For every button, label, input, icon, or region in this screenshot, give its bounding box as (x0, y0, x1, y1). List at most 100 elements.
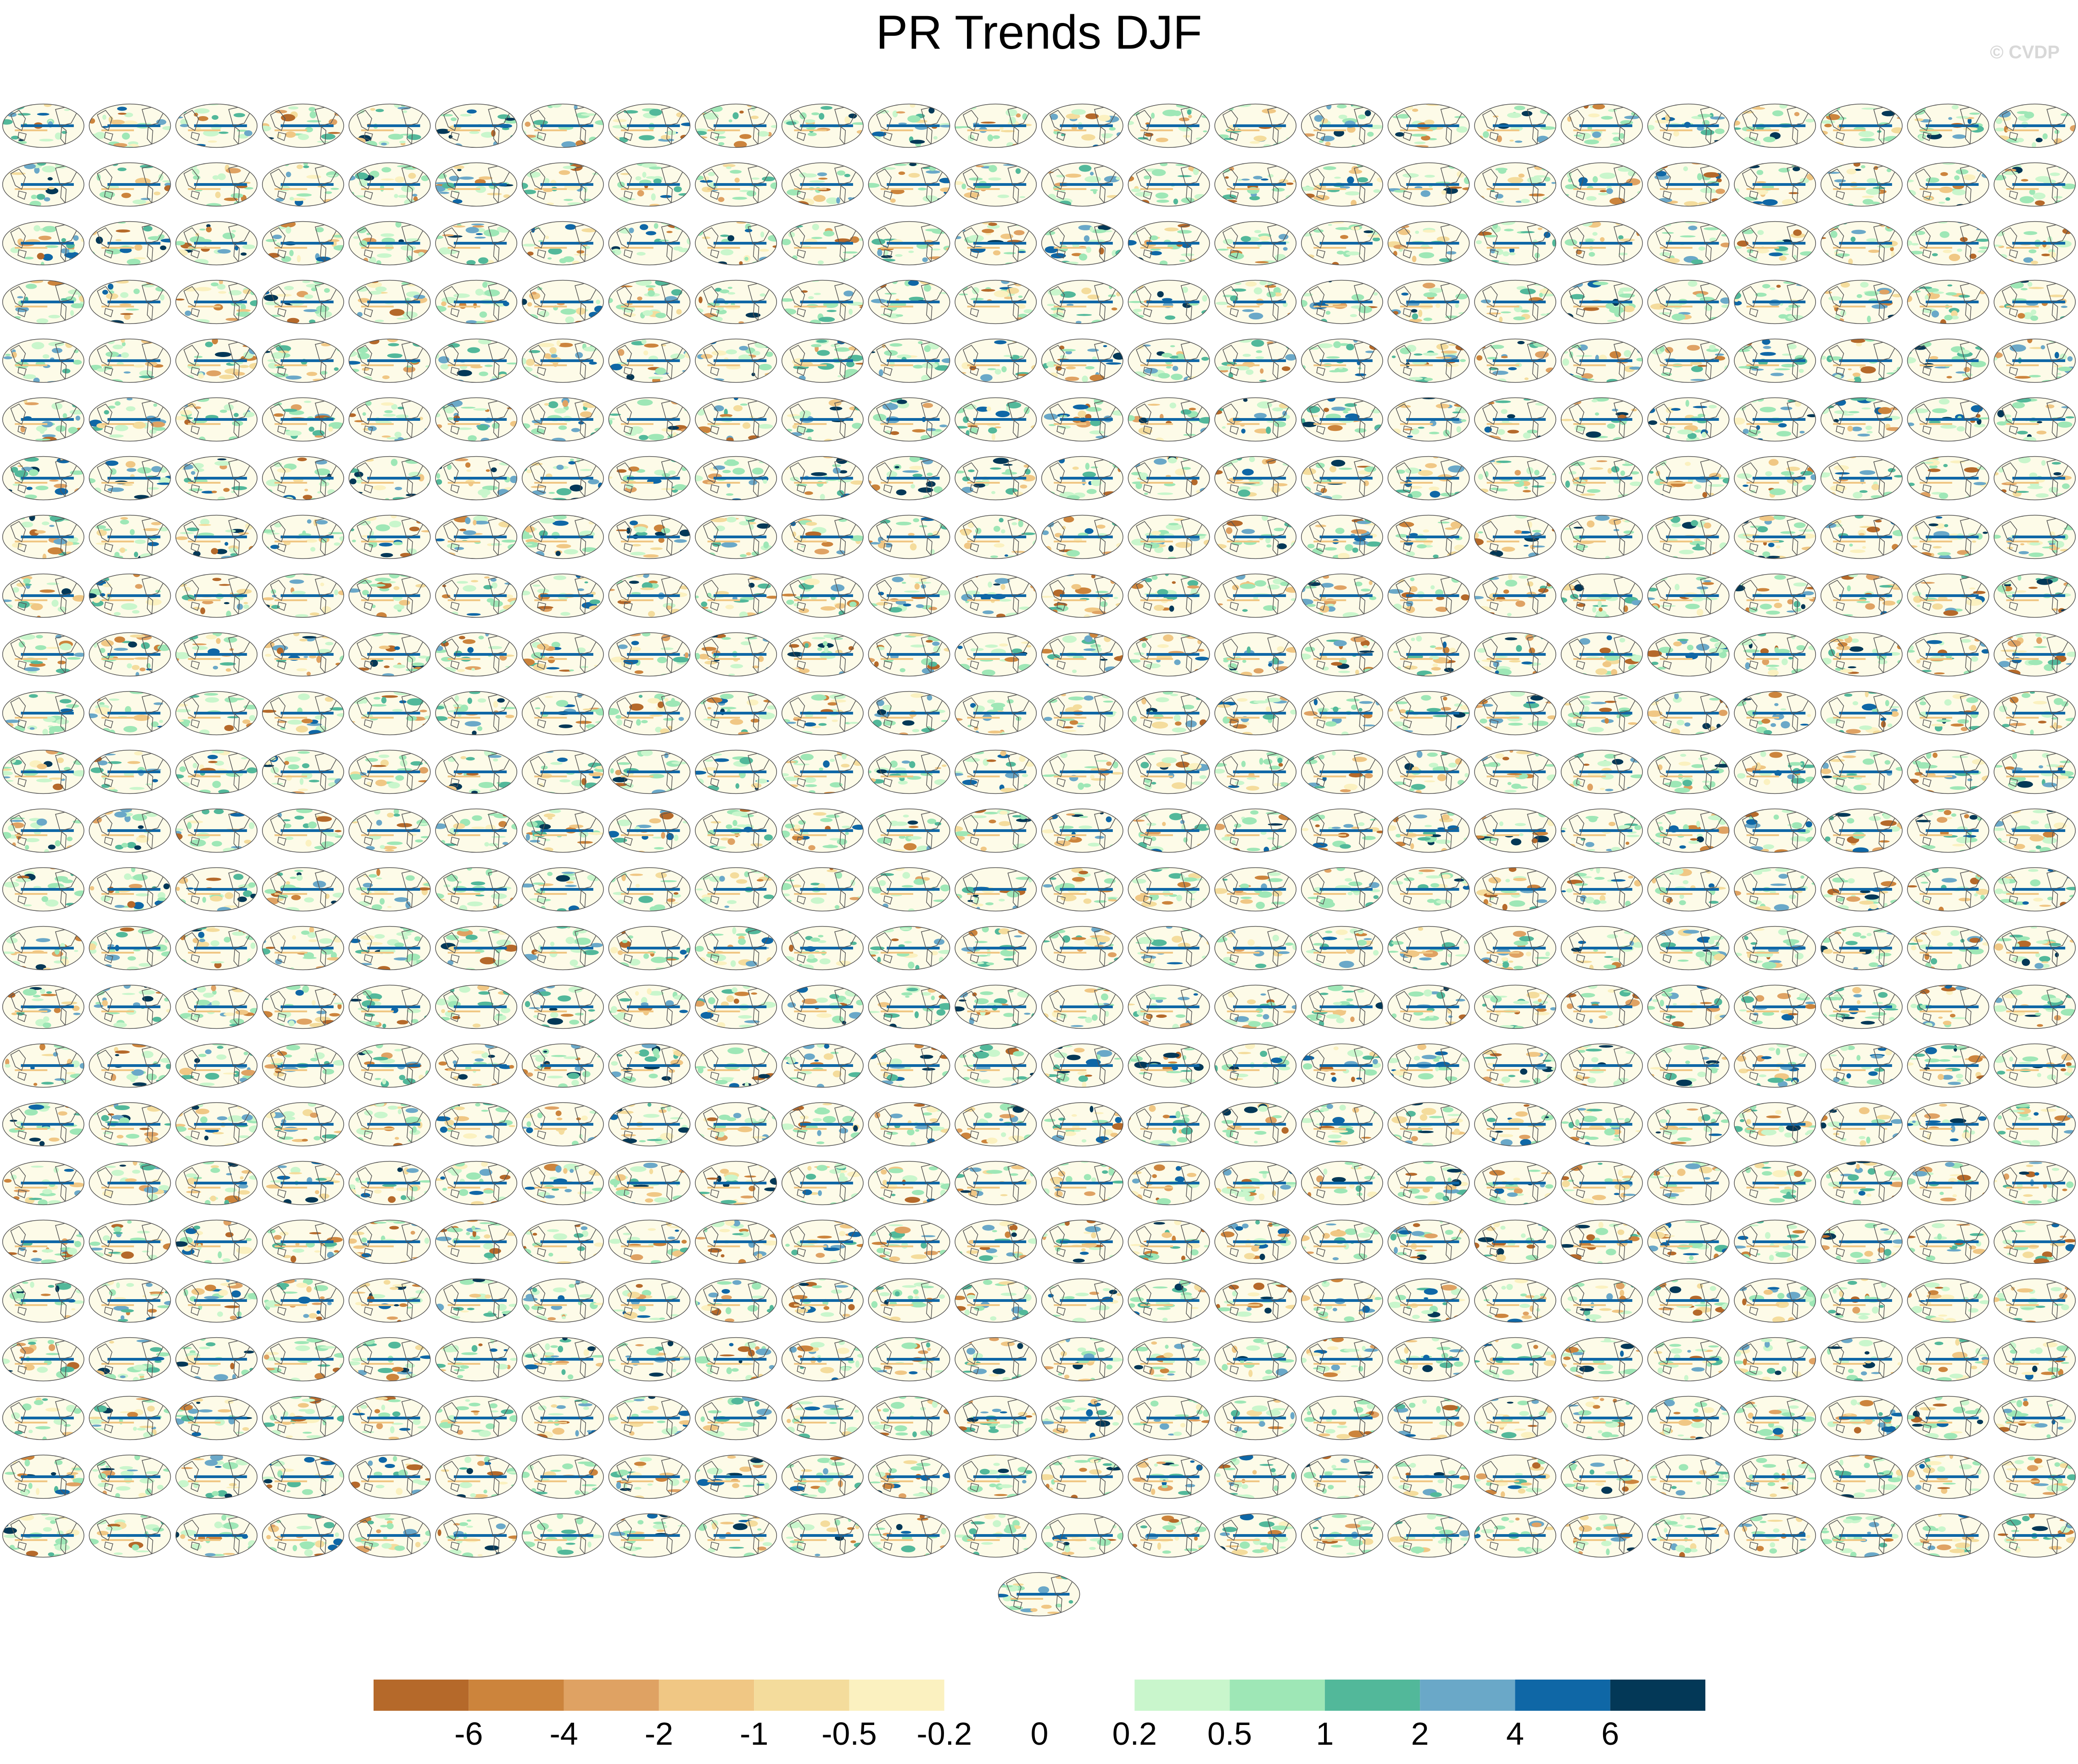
map-panel (868, 808, 950, 853)
map-panel (1647, 1337, 1730, 1382)
map-panel (262, 1396, 344, 1440)
map-panel (1128, 1513, 1210, 1558)
map-panel (175, 691, 258, 736)
map-panel (262, 1043, 344, 1088)
map-panel (435, 1337, 518, 1382)
map-panel (608, 573, 691, 618)
map-panel (1387, 221, 1470, 266)
map-panel (175, 573, 258, 618)
map-panel (1474, 867, 1557, 912)
map-panel (1560, 1219, 1643, 1264)
map-panel (521, 867, 604, 912)
map-panel (1041, 1454, 1123, 1499)
map-panel (348, 632, 431, 677)
map-panel (348, 338, 431, 383)
map-panel (695, 162, 777, 207)
colorbar-bin (1420, 1680, 1515, 1711)
map-panel (1994, 1161, 2076, 1206)
map-panel (1560, 514, 1643, 559)
map-panel (1647, 1513, 1730, 1558)
map-panel (521, 1454, 604, 1499)
map-panel (1041, 103, 1123, 148)
map-panel (435, 1513, 518, 1558)
map-panel (1994, 221, 2076, 266)
map-panel (868, 1337, 950, 1382)
map-panel (348, 456, 431, 501)
map-panel (868, 279, 950, 324)
map-panel (89, 749, 171, 794)
map-panel (1820, 808, 1903, 853)
map-panel (1301, 926, 1383, 971)
map-panel (2, 867, 84, 912)
map-panel (1301, 691, 1383, 736)
map-panel (1820, 984, 1903, 1029)
map-panel (1214, 984, 1297, 1029)
map-panel (1647, 1396, 1730, 1440)
map-panel (1387, 691, 1470, 736)
map-panel (1907, 926, 1989, 971)
map-panel (868, 1513, 950, 1558)
map-panel (955, 1102, 1037, 1147)
map-panel (1474, 573, 1557, 618)
map-panel (955, 632, 1037, 677)
map-panel (1301, 867, 1383, 912)
map-panel (1820, 514, 1903, 559)
map-panel (1734, 1454, 1816, 1499)
map-panel (521, 1513, 604, 1558)
map-panel (781, 867, 864, 912)
map-panel (348, 1161, 431, 1206)
map-panel (89, 103, 171, 148)
map-panel (521, 1102, 604, 1147)
map-panel (1647, 749, 1730, 794)
map-panel (955, 867, 1037, 912)
map-panel (1907, 103, 1989, 148)
map-panel (608, 1161, 691, 1206)
map-panel (89, 1219, 171, 1264)
map-panel (1128, 103, 1210, 148)
map-panel (1994, 456, 2076, 501)
map-panel (435, 221, 518, 266)
map-panel (1128, 514, 1210, 559)
map-panel (1128, 1102, 1210, 1147)
map-panel (1128, 691, 1210, 736)
map-panel (2, 573, 84, 618)
map-panel (608, 103, 691, 148)
map-panel (695, 103, 777, 148)
map-panel (1041, 749, 1123, 794)
map-panel (435, 1396, 518, 1440)
map-panel (1734, 1161, 1816, 1206)
map-panel (608, 1219, 691, 1264)
map-panel (1128, 1396, 1210, 1440)
map-panel (435, 808, 518, 853)
map-panel (781, 514, 864, 559)
map-panel (1560, 1278, 1643, 1323)
map-panel (1820, 749, 1903, 794)
map-panel (435, 1454, 518, 1499)
map-panel (89, 867, 171, 912)
map-panel (1647, 1102, 1730, 1147)
map-panel (2, 749, 84, 794)
map-panel (2, 1219, 84, 1264)
map-panel (2, 338, 84, 383)
map-panel (608, 514, 691, 559)
map-panel (1994, 632, 2076, 677)
map-panel (1041, 1043, 1123, 1088)
map-panel (348, 397, 431, 442)
map-panel (435, 1043, 518, 1088)
map-panel (1820, 1396, 1903, 1440)
map-panel (955, 926, 1037, 971)
map-panel (1734, 1219, 1816, 1264)
map-panel (1214, 808, 1297, 853)
map-panel (868, 867, 950, 912)
map-panel (1647, 1278, 1730, 1323)
map-panel (1387, 984, 1470, 1029)
map-panel (262, 984, 344, 1029)
map-panel (1214, 1454, 1297, 1499)
map-panel (781, 749, 864, 794)
map-panel (955, 1043, 1037, 1088)
map-panel (2, 1337, 84, 1382)
map-panel (1820, 279, 1903, 324)
map-panel (1474, 456, 1557, 501)
map-panel (1387, 279, 1470, 324)
map-panel (1214, 1102, 1297, 1147)
